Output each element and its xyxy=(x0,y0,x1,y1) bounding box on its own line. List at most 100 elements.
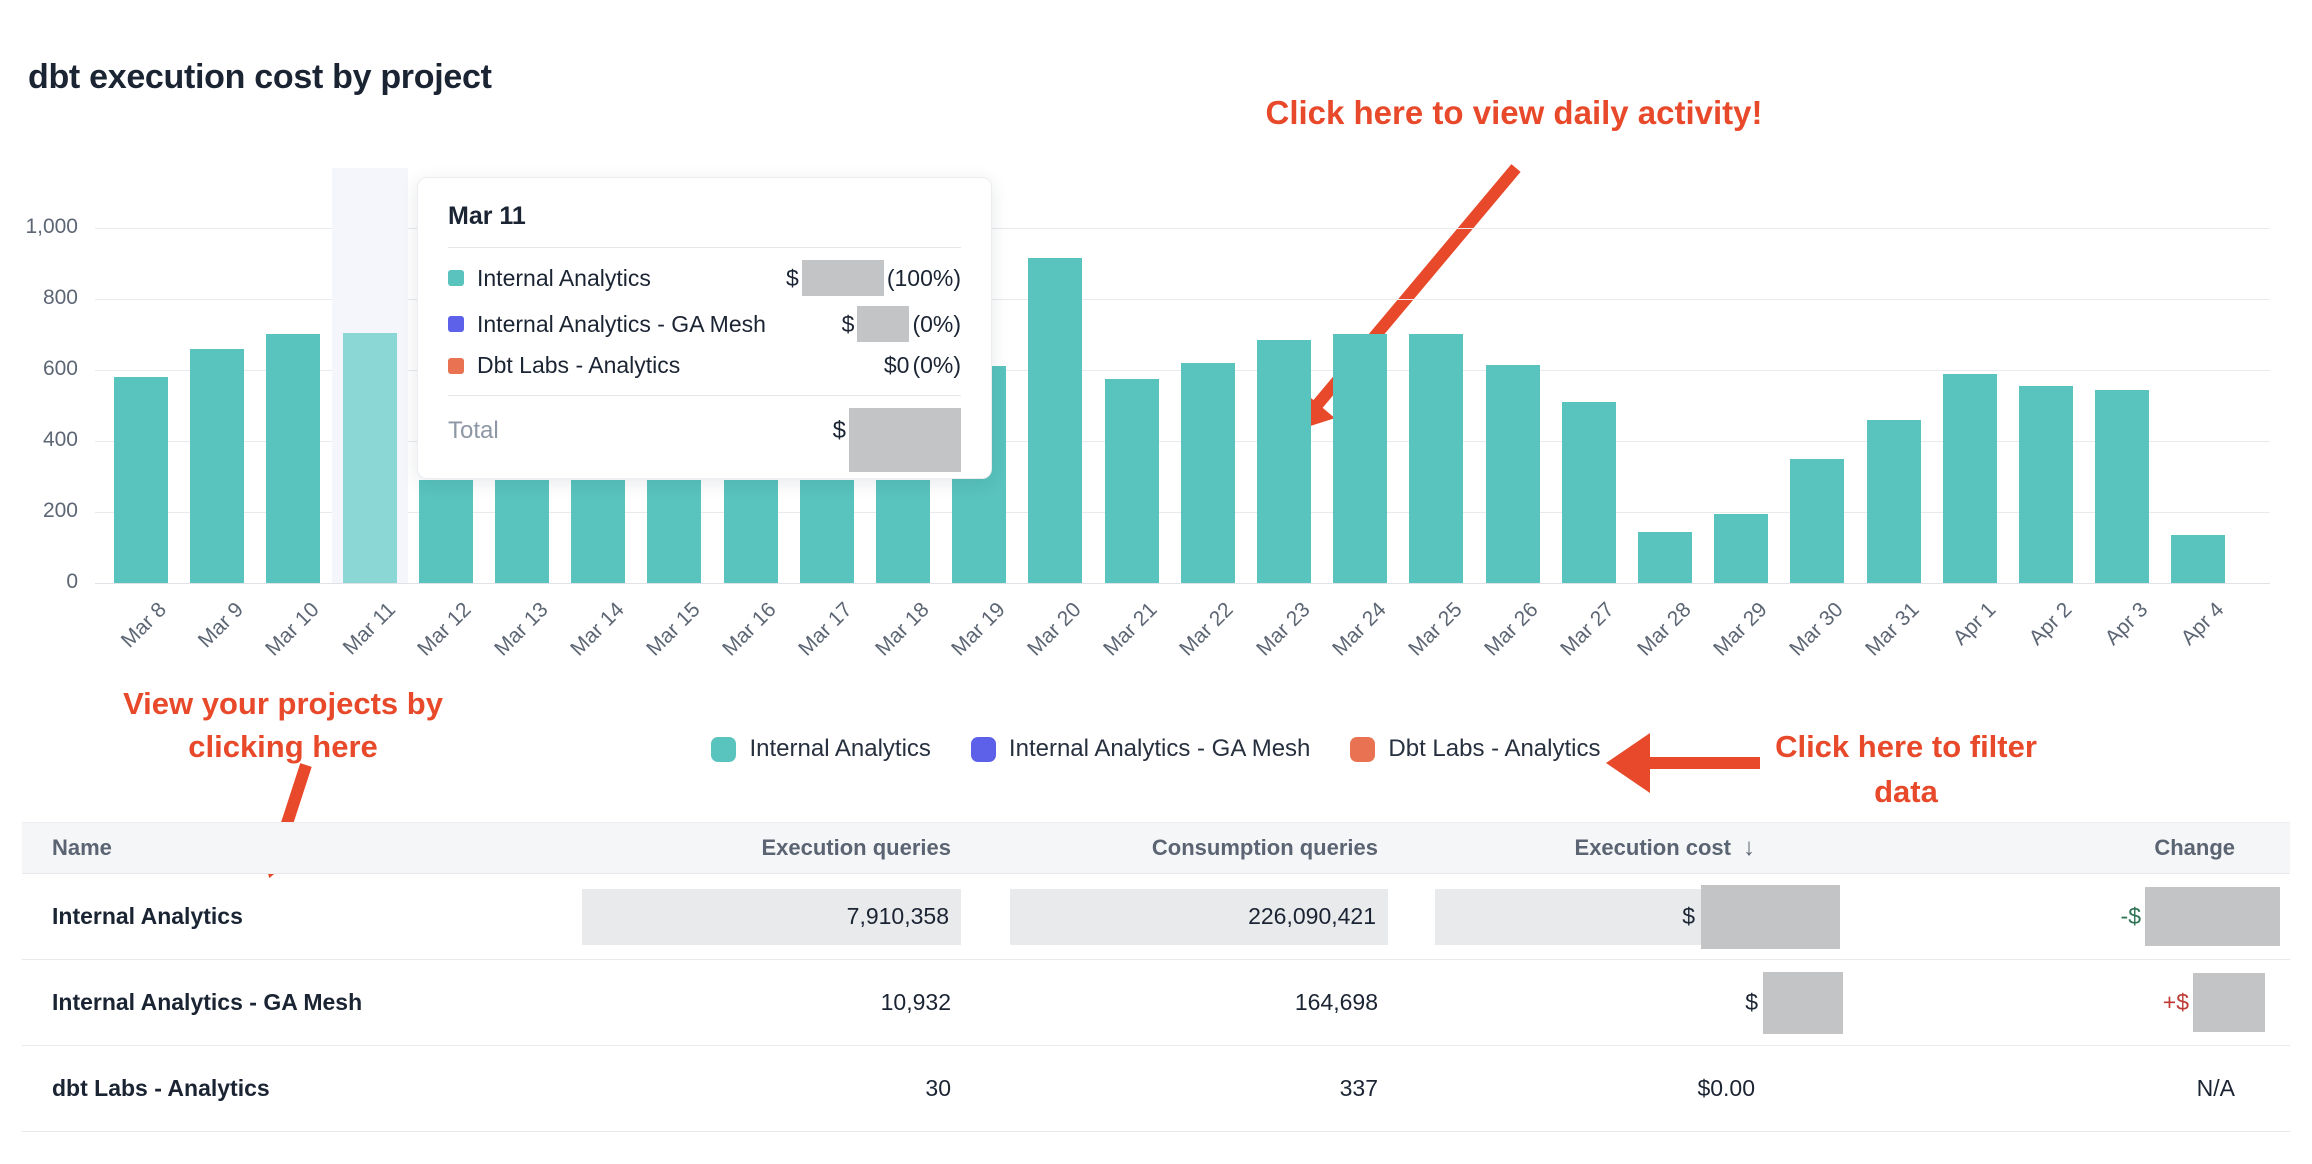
legend-swatch-icon xyxy=(1350,736,1376,762)
project-name[interactable]: Internal Analytics - GA Mesh xyxy=(52,989,363,1015)
change-cell: N/A xyxy=(1790,1046,2290,1131)
chart-bar-mar-13[interactable] xyxy=(495,480,549,583)
chart-bar-apr-4[interactable] xyxy=(2171,535,2226,583)
chart-bar-mar-8[interactable] xyxy=(114,377,168,583)
series-swatch-icon xyxy=(448,316,464,332)
table-header-row: Name Execution queries Consumption queri… xyxy=(22,822,2290,874)
column-header-name[interactable]: Name xyxy=(52,835,112,860)
column-header-change[interactable]: Change xyxy=(2154,835,2235,860)
sort-descending-icon[interactable]: ↓ xyxy=(1743,834,1755,861)
chart-bar-mar-9[interactable] xyxy=(190,349,245,583)
column-header-execution-cost[interactable]: Execution cost ↓ xyxy=(1388,823,1790,873)
chart-bar-apr-3[interactable] xyxy=(2095,390,2150,583)
tooltip-date: Mar 11 xyxy=(448,202,526,230)
y-axis-label: 0 xyxy=(66,570,78,593)
project-name-cell[interactable]: Internal Analytics - GA Mesh xyxy=(22,960,582,1045)
y-axis-label: 600 xyxy=(42,357,78,380)
chart-bar-mar-29[interactable] xyxy=(1714,514,1769,583)
column-header-consumption-queries[interactable]: Consumption queries xyxy=(1151,835,1378,860)
x-axis-label: Mar 24 xyxy=(1327,598,1391,661)
chart-bar-mar-20[interactable] xyxy=(1028,258,1083,583)
chart-bar-mar-17[interactable] xyxy=(799,480,854,583)
table-row: Internal Analytics 7,910,358 226,090,421 $ -… xyxy=(22,874,2290,960)
y-axis-label: 400 xyxy=(42,428,78,451)
legend-item[interactable]: Internal Analytics - GA Mesh xyxy=(970,735,1311,763)
execution-cost-value: $ xyxy=(1745,989,1758,1015)
annotation-view-projects: View your projects by clicking here xyxy=(123,682,443,768)
x-axis-label: Mar 8 xyxy=(117,598,172,653)
annotation-view-projects-line1: View your projects by xyxy=(123,686,443,721)
chart-bar-mar-26[interactable] xyxy=(1485,365,1540,583)
table-row: Internal Analytics - GA Mesh 10,932 164,69… xyxy=(22,960,2290,1046)
chart-bar-mar-16[interactable] xyxy=(723,480,778,583)
legend-swatch-icon xyxy=(711,736,737,762)
chart-bar-mar-30[interactable] xyxy=(1790,459,1845,583)
legend-item[interactable]: Dbt Labs - Analytics xyxy=(1350,735,1601,763)
execution-cost-value: $0.00 xyxy=(1697,1075,1755,1101)
chart-bar-mar-25[interactable] xyxy=(1409,334,1464,583)
chart-bar-apr-1[interactable] xyxy=(1942,374,1997,583)
tooltip-total-label: Total xyxy=(448,417,499,444)
legend-label: Internal Analytics xyxy=(749,735,931,762)
chart-bar-mar-23[interactable] xyxy=(1257,340,1311,583)
x-axis-label: Mar 28 xyxy=(1632,598,1696,661)
series-swatch-icon xyxy=(448,270,464,286)
chart-bar-mar-11[interactable] xyxy=(342,333,397,583)
y-axis-label: 800 xyxy=(42,286,78,309)
chart-bar-mar-22[interactable] xyxy=(1180,363,1235,583)
gridline-0 xyxy=(95,583,2270,584)
x-axis-label: Mar 21 xyxy=(1099,598,1162,661)
project-name[interactable]: dbt Labs - Analytics xyxy=(52,1075,270,1101)
chart-tooltip: Mar 11 Internal Analytics $ (100%) Interna… xyxy=(417,177,992,479)
redaction-box xyxy=(857,306,910,342)
chart-bar-mar-24[interactable] xyxy=(1333,334,1388,583)
chart-bar-mar-18[interactable] xyxy=(876,480,930,583)
execution-cost-bar-chart: Mar 11 Internal Analytics $ (100%) Interna… xyxy=(25,168,2270,661)
tooltip-series-label: Internal Analytics xyxy=(477,264,651,291)
chart-bar-apr-2[interactable] xyxy=(2019,386,2073,583)
chart-bar-mar-31[interactable] xyxy=(1866,420,1921,583)
x-axis-label: Mar 15 xyxy=(642,598,705,661)
redaction-box xyxy=(1763,971,1843,1034)
chart-bar-mar-27[interactable] xyxy=(1561,402,1616,583)
gridline-800 xyxy=(95,299,2270,300)
consumption-queries-cell: 337 xyxy=(1339,1075,1378,1101)
x-axis-label: Mar 13 xyxy=(489,598,553,661)
redaction-box xyxy=(849,408,961,472)
x-axis-label: Mar 14 xyxy=(565,598,629,661)
execution-cost-cell: $ xyxy=(1388,960,1843,1045)
project-name-cell[interactable]: dbt Labs - Analytics xyxy=(22,1046,582,1131)
gridline-1,000 xyxy=(95,228,2270,229)
tooltip-total-row: Total $ xyxy=(448,408,961,472)
tooltip-series-row: Internal Analytics - GA Mesh $ (0%) xyxy=(448,306,961,342)
annotation-filter-data: Click here to filter data xyxy=(1775,724,2037,814)
x-axis-label: Mar 30 xyxy=(1785,598,1848,661)
chart-bar-mar-21[interactable] xyxy=(1104,379,1159,583)
tooltip-series-row: Internal Analytics $ (100%) xyxy=(448,260,961,296)
chart-bar-mar-10[interactable] xyxy=(266,334,321,583)
highlighted-cell: $ xyxy=(1435,884,1840,949)
chart-bar-mar-28[interactable] xyxy=(1638,532,1692,583)
column-header-execution-queries[interactable]: Execution queries xyxy=(761,835,951,860)
x-axis-label: Mar 16 xyxy=(718,598,781,661)
legend-item[interactable]: Internal Analytics xyxy=(711,735,931,763)
chart-bar-mar-12[interactable] xyxy=(418,480,473,583)
legend-label: Dbt Labs - Analytics xyxy=(1388,735,1601,762)
tooltip-series-row: Dbt Labs - Analytics $0 (0%) xyxy=(448,352,961,379)
annotation-filter-line1: Click here to filter xyxy=(1775,729,2037,764)
chart-bar-mar-14[interactable] xyxy=(571,480,626,583)
project-name-cell[interactable]: Internal Analytics xyxy=(22,874,582,959)
tooltip-series-value: $ (0%) xyxy=(842,306,961,342)
chart-bar-mar-15[interactable] xyxy=(647,480,702,583)
highlighted-cell: 7,910,358 xyxy=(582,888,961,945)
project-name[interactable]: Internal Analytics xyxy=(52,903,243,929)
legend-label: Internal Analytics - GA Mesh xyxy=(1008,735,1311,762)
execution-queries-cell: 30 xyxy=(925,1075,951,1101)
consumption-queries-cell: 164,698 xyxy=(1294,989,1378,1015)
x-axis-label: Mar 20 xyxy=(1023,598,1086,661)
projects-table: Name Execution queries Consumption queri… xyxy=(22,822,2290,1132)
execution-queries-cell: 10,932 xyxy=(880,989,951,1015)
redaction-box xyxy=(1701,884,1840,949)
execution-queries-cell: 7,910,358 xyxy=(582,874,961,959)
x-axis-label: Mar 29 xyxy=(1708,598,1772,661)
